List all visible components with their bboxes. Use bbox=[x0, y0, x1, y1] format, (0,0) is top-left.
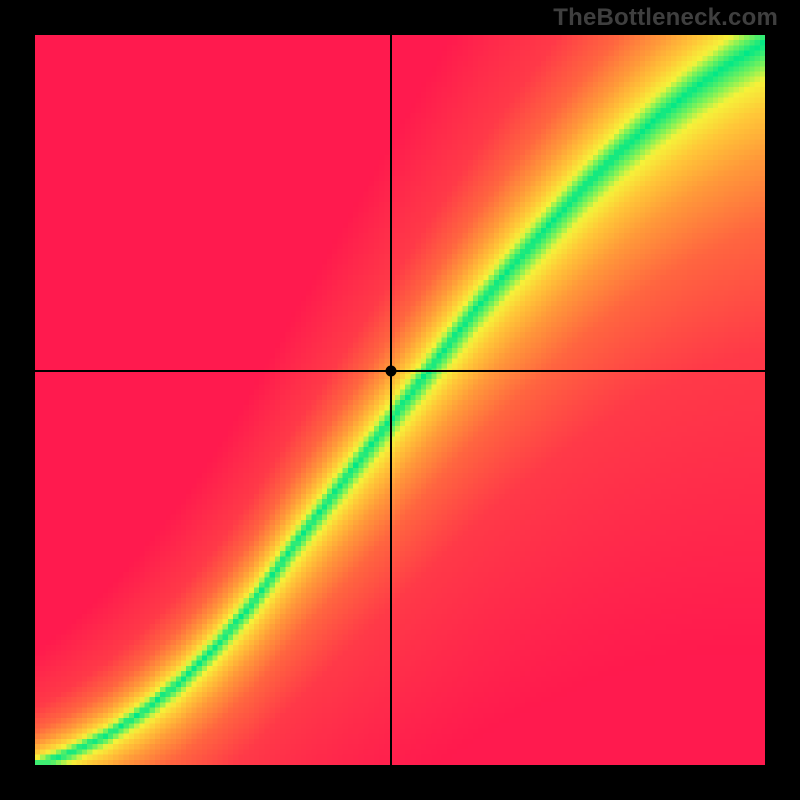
chart-container: TheBottleneck.com bbox=[0, 0, 800, 800]
crosshair-marker bbox=[386, 365, 397, 376]
crosshair-vertical bbox=[390, 35, 392, 765]
crosshair-horizontal bbox=[35, 370, 765, 372]
bottleneck-heatmap bbox=[35, 35, 765, 765]
watermark-text: TheBottleneck.com bbox=[553, 4, 778, 32]
